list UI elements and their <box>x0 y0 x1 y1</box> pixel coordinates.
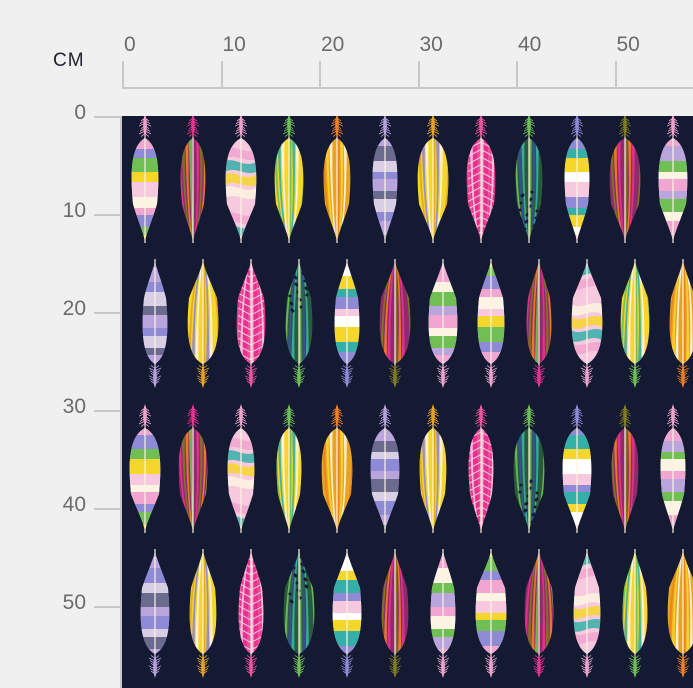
feather-motif <box>224 402 258 535</box>
feather-motif <box>570 257 604 390</box>
fabric-pattern <box>122 116 693 688</box>
feather-motif <box>186 257 220 390</box>
vertical-ruler-tick-label: 0 <box>74 101 86 124</box>
horizontal-ruler-tick-label: 10 <box>222 33 246 56</box>
horizontal-ruler: 0 10 20 30 40 50 <box>122 33 693 89</box>
feather-motif <box>368 402 402 535</box>
feather-motif <box>272 116 306 245</box>
vertical-ruler-baseline <box>120 116 122 688</box>
feather-motif <box>618 257 652 390</box>
feather-row <box>122 116 693 251</box>
feather-motif <box>224 116 258 245</box>
vertical-ruler-tick-label: 20 <box>62 297 86 320</box>
fabric-swatch-image[interactable] <box>122 116 693 688</box>
vertical-ruler: 0 10 20 30 40 50 <box>62 101 122 688</box>
feather-motif <box>560 116 594 245</box>
vertical-ruler-tick-label: 50 <box>62 591 86 614</box>
horizontal-ruler-tick <box>319 61 321 89</box>
feather-motif <box>378 547 412 680</box>
feather-motif <box>560 402 594 535</box>
feather-motif <box>464 402 498 535</box>
vertical-ruler-tick <box>94 116 122 118</box>
feather-motif <box>522 257 556 390</box>
feather-motif <box>378 257 412 390</box>
feather-motif <box>656 402 690 535</box>
vertical-ruler-tick <box>94 312 122 314</box>
feather-motif <box>138 547 172 680</box>
feather-motif <box>426 257 460 390</box>
horizontal-ruler-tick-label: 30 <box>419 33 443 56</box>
feather-row <box>122 541 693 686</box>
feather-motif <box>282 257 316 390</box>
feather-motif <box>570 547 604 680</box>
feather-row <box>122 251 693 396</box>
feather-motif <box>272 402 306 535</box>
feather-motif <box>618 547 652 680</box>
feather-motif <box>330 257 364 390</box>
horizontal-ruler-tick <box>417 61 420 89</box>
vertical-ruler-tick <box>94 410 122 412</box>
feather-motif <box>666 257 693 390</box>
feather-motif <box>474 257 508 390</box>
feather-motif <box>128 402 162 535</box>
feather-row <box>122 396 693 541</box>
vertical-ruler-tick <box>94 606 122 608</box>
feather-motif <box>176 116 210 245</box>
feather-motif <box>666 547 693 680</box>
feather-motif <box>512 402 546 535</box>
feather-motif <box>368 116 402 245</box>
horizontal-ruler-tick <box>220 61 223 89</box>
feather-motif <box>234 257 268 390</box>
vertical-ruler-tick-label: 40 <box>62 493 86 516</box>
vertical-ruler-tick <box>94 508 122 510</box>
feather-motif <box>512 116 546 245</box>
feather-motif <box>128 116 162 245</box>
vertical-ruler-tick <box>94 214 122 216</box>
horizontal-ruler-baseline <box>122 87 693 89</box>
feather-motif <box>522 547 556 680</box>
horizontal-ruler-tick-label: 40 <box>518 33 542 56</box>
horizontal-ruler-tick <box>122 61 124 89</box>
feather-motif <box>416 402 450 535</box>
feather-motif <box>608 402 642 535</box>
horizontal-ruler-tick <box>516 61 518 89</box>
horizontal-ruler-tick-label: 50 <box>616 33 640 56</box>
feather-motif <box>282 547 316 680</box>
feather-motif <box>138 257 172 390</box>
vertical-ruler-tick-label: 10 <box>62 199 86 222</box>
feather-motif <box>320 116 354 245</box>
feather-motif <box>416 116 450 245</box>
horizontal-ruler-tick <box>614 61 617 89</box>
feather-motif <box>426 547 460 680</box>
horizontal-ruler-tick-label: 0 <box>124 33 136 56</box>
feather-motif <box>608 116 642 245</box>
feather-motif <box>186 547 220 680</box>
feather-motif <box>234 547 268 680</box>
vertical-ruler-tick-label: 30 <box>62 395 86 418</box>
feather-motif <box>176 402 210 535</box>
feather-motif <box>464 116 498 245</box>
horizontal-ruler-tick-label: 20 <box>321 33 345 56</box>
ruler-unit-label: CM <box>53 50 85 71</box>
feather-motif <box>474 547 508 680</box>
feather-motif <box>330 547 364 680</box>
feather-motif <box>320 402 354 535</box>
feather-motif <box>656 116 690 245</box>
